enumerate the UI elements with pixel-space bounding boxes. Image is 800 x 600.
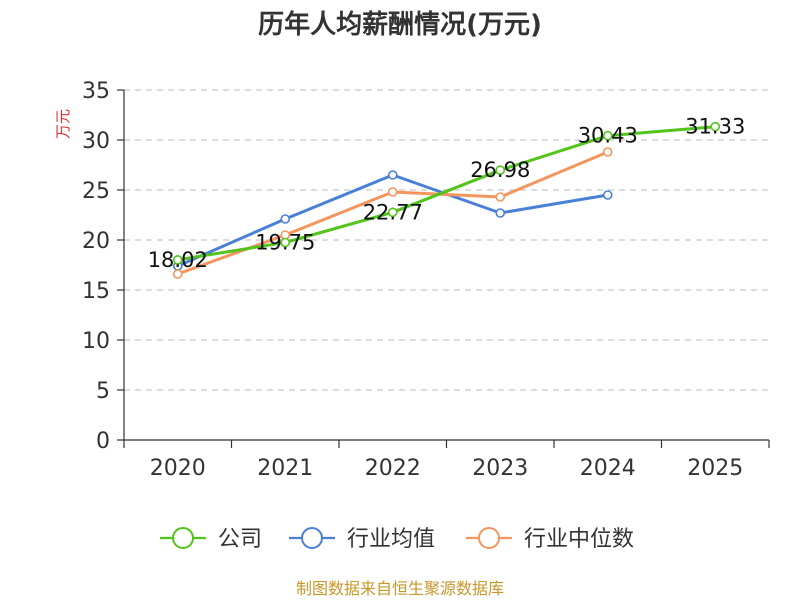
data-label: 30.43 [578,124,638,148]
legend-item-2[interactable]: 行业中位数 [466,527,634,552]
data-point [387,187,398,197]
data-point [387,207,398,218]
x-tick-labels: 2020 2021 2022 2023 2024 2025 [150,456,744,481]
legend-marker [301,527,323,549]
legend-marker [172,527,194,549]
data-labels: 18.02 19.75 22.77 26.98 30.43 31.33 [148,115,746,272]
data-point [602,130,613,141]
series-lines [172,121,721,279]
data-point [710,121,721,132]
y-tick-label: 20 [82,229,110,254]
data-point [602,190,613,200]
legend: 公司 行业均值 行业中位数 [160,527,634,552]
legend-item-1[interactable]: 行业均值 [289,527,435,552]
data-label: 26.98 [470,158,530,182]
x-tick-label: 2024 [580,456,636,481]
data-point [602,147,613,157]
y-tick-label: 35 [82,79,110,104]
data-point [172,254,183,265]
legend-label: 行业中位数 [524,527,634,552]
x-tick-label: 2022 [365,456,421,481]
data-point [280,237,291,248]
y-tick-label: 15 [82,279,110,304]
y-tick-labels: 0 5 10 15 20 25 30 35 [82,79,110,454]
series-0 [172,121,721,265]
x-tick-label: 2020 [150,456,206,481]
series-line [177,125,716,262]
data-label: 18.02 [148,248,208,272]
data-label: 19.75 [255,231,315,255]
source-note: 制图数据来自恒生聚源数据库 [296,579,504,598]
x-tick-label: 2021 [257,456,313,481]
x-tick-label: 2025 [687,456,743,481]
legend-label: 公司 [218,527,262,552]
x-tick-label: 2023 [472,456,528,481]
data-point [495,208,506,218]
y-tick-label: 5 [96,379,110,404]
y-tick-label: 10 [82,329,110,354]
legend-label: 行业均值 [347,527,435,552]
y-axis-label: 万元 [54,109,72,139]
data-label: 31.33 [685,115,745,139]
data-point [172,269,183,279]
data-point [495,165,506,175]
chart-title: 历年人均薪酬情况(万元) [258,9,542,40]
y-tick-label: 25 [82,179,110,204]
grid-lines [124,89,769,391]
data-label: 22.77 [363,200,423,224]
axes [117,89,770,448]
data-point [495,192,506,202]
legend-item-0[interactable]: 公司 [160,527,262,552]
data-point [280,214,291,224]
y-tick-label: 0 [96,429,110,454]
y-tick-label: 30 [82,129,110,154]
legend-marker [478,527,500,549]
data-point [387,170,398,180]
